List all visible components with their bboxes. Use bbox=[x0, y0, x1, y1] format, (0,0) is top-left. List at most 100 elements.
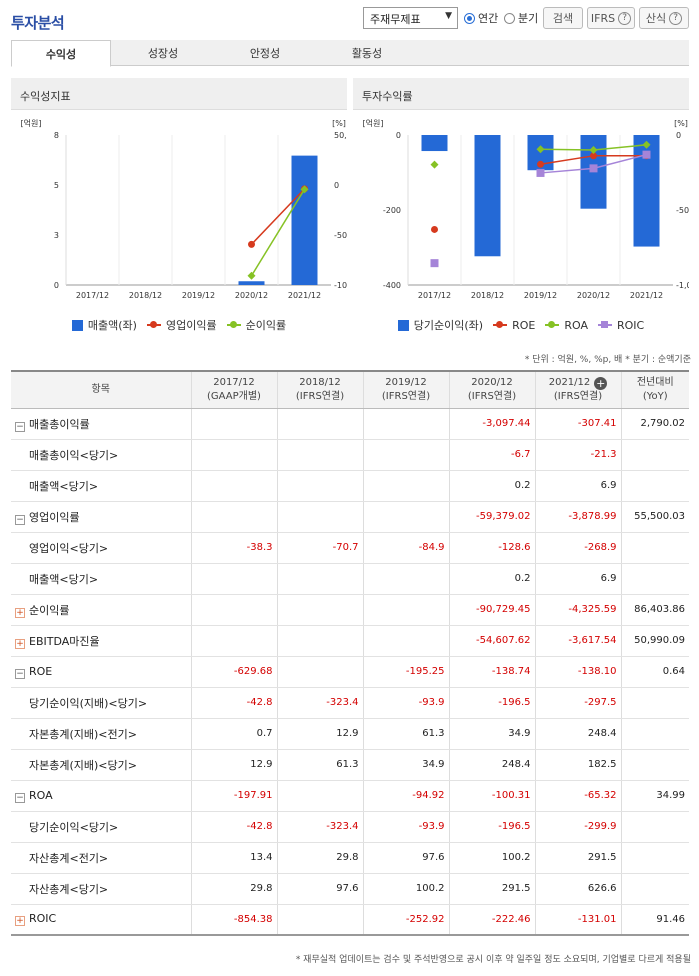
x-tick-label: 2018/12 bbox=[471, 291, 504, 300]
bar-2018-12[interactable] bbox=[474, 135, 501, 257]
row-label: ROIC bbox=[29, 912, 57, 926]
row-label-cell[interactable]: − 매출총이익률 bbox=[11, 408, 191, 440]
analysis-tabs: 수익성 성장성 안정성 활동성 bbox=[11, 40, 689, 67]
statement-select[interactable]: 주재무제표 ▼ bbox=[363, 7, 458, 29]
expand-icon[interactable]: + bbox=[15, 607, 25, 618]
row-label-cell: 자본총계(지배)<당기> bbox=[11, 749, 191, 781]
legend-roe[interactable]: ROE bbox=[493, 319, 535, 332]
collapse-icon[interactable]: − bbox=[15, 668, 25, 679]
table-cell: -38.3 bbox=[190, 532, 277, 564]
row-label-cell[interactable]: − ROE bbox=[11, 656, 191, 688]
table-cell: -268.9 bbox=[534, 532, 621, 564]
collapse-icon[interactable]: − bbox=[15, 514, 25, 525]
point-2021-12[interactable] bbox=[300, 185, 309, 194]
collapse-icon[interactable]: − bbox=[15, 421, 25, 432]
return-chart-panel: 투자수익률 [억원] [%] 0 -200 -400 0 -500 -1,000 2017/12… bbox=[353, 78, 689, 340]
legend-net-income[interactable]: 당기순이익(좌) bbox=[397, 317, 484, 333]
bar-2017-12[interactable] bbox=[421, 135, 448, 152]
table-row: 매출총이익<당기> -6.7 -21.3 bbox=[11, 439, 689, 471]
table-cell: 0.2 bbox=[448, 470, 535, 502]
column-header: 전년대비 (YoY) bbox=[620, 370, 689, 409]
profitability-chart-panel: 수익성지표 [억원] [%] 8 5 3 0 50,0 0 -50, -100 2017/12 201… bbox=[11, 78, 347, 340]
row-label-cell[interactable]: − 영업이익률 bbox=[11, 501, 191, 533]
table-row: + ROIC -854.38 -252.92 -222.46 -131.01 91.46 bbox=[11, 904, 689, 936]
table-header-row: 항목 2017/12 (GAAP개별) 2018/12 (IFRS연결) 2019/12 (… bbox=[11, 370, 689, 409]
ifrs-label: IFRS bbox=[590, 11, 616, 25]
tab-activity[interactable]: 활동성 bbox=[351, 47, 383, 60]
bar-2021-12[interactable] bbox=[291, 155, 318, 285]
legend-roic[interactable]: ROIC bbox=[597, 319, 644, 332]
formula-help-button[interactable]: 산식 ? bbox=[639, 7, 689, 29]
table-row: 영업이익<당기> -38.3 -70.7 -84.9 -128.6 -268.9 bbox=[11, 532, 689, 564]
tab-stability[interactable]: 안정성 bbox=[249, 47, 281, 60]
table-cell: 291.5 bbox=[448, 873, 535, 905]
left-axis-unit: [억원] bbox=[363, 118, 384, 128]
table-cell: -42.8 bbox=[190, 811, 277, 843]
table-cell: 86,403.86 bbox=[620, 594, 689, 626]
row-label-cell[interactable]: − ROA bbox=[11, 780, 191, 812]
row-label-cell[interactable]: + EBITDA마진율 bbox=[11, 625, 191, 657]
series-line-segment bbox=[250, 188, 306, 245]
table-cell bbox=[620, 532, 689, 564]
add-column-icon[interactable]: + bbox=[594, 376, 608, 390]
point-2019-12[interactable] bbox=[536, 145, 545, 154]
table-row: − 매출총이익률 -3,097.44 -307.41 2,790.02 bbox=[11, 408, 689, 440]
point-2019-12[interactable] bbox=[536, 168, 545, 177]
table-cell: -323.4 bbox=[276, 811, 363, 843]
row-label-cell: 당기순이익<당기> bbox=[11, 811, 191, 843]
point-2020-12[interactable] bbox=[247, 271, 256, 280]
point-2020-12[interactable] bbox=[589, 146, 598, 155]
column-header-sublabel: (GAAP개별) bbox=[207, 390, 261, 402]
point-2021-12[interactable] bbox=[642, 140, 651, 149]
column-header: 항목 bbox=[11, 370, 191, 409]
point-2019-12[interactable] bbox=[537, 160, 544, 168]
question-icon: ? bbox=[669, 11, 683, 25]
legend-line-swatch bbox=[493, 321, 508, 328]
search-button[interactable]: 검색 bbox=[543, 7, 583, 29]
x-tick-label: 2021/12 bbox=[630, 291, 663, 300]
column-header: 2020/12 (IFRS연결) bbox=[448, 370, 535, 409]
row-label-cell[interactable]: + 순이익률 bbox=[11, 594, 191, 626]
point-2017-12[interactable] bbox=[430, 160, 439, 169]
legend-label: 당기순이익(좌) bbox=[413, 319, 484, 332]
legend-roa[interactable]: ROA bbox=[545, 319, 588, 332]
point-2021-12[interactable] bbox=[642, 150, 651, 159]
series-line-segment bbox=[250, 188, 306, 277]
point-2020-12[interactable] bbox=[589, 164, 598, 173]
point-2017-12[interactable] bbox=[431, 225, 438, 233]
table-cell bbox=[362, 408, 449, 440]
table-cell: -93.9 bbox=[362, 687, 449, 719]
table-cell: 626.6 bbox=[534, 873, 621, 905]
expand-icon[interactable]: + bbox=[15, 916, 25, 927]
point-2020-12[interactable] bbox=[590, 152, 597, 160]
column-header-label: 2019/12 bbox=[385, 376, 427, 388]
x-tick-label: 2020/12 bbox=[235, 291, 268, 300]
x-tick-label: 2020/12 bbox=[577, 291, 610, 300]
collapse-icon[interactable]: − bbox=[15, 792, 25, 803]
return-legend: 당기순이익(좌) ROE ROA ROIC bbox=[353, 317, 689, 333]
ifrs-help-button[interactable]: IFRS ? bbox=[587, 7, 635, 29]
table-cell: 248.4 bbox=[534, 718, 621, 750]
table-cell bbox=[276, 594, 363, 626]
tab-growth[interactable]: 성장성 bbox=[147, 47, 179, 60]
legend-net-margin[interactable]: 순이익률 bbox=[226, 317, 286, 333]
legend-label: 영업이익률 bbox=[165, 319, 217, 332]
radio-quarter[interactable]: 분기 bbox=[504, 9, 538, 27]
table-cell bbox=[362, 501, 449, 533]
expand-icon[interactable]: + bbox=[15, 638, 25, 649]
point-2020-12[interactable] bbox=[248, 240, 255, 248]
table-cell bbox=[276, 625, 363, 657]
tab-profitability[interactable]: 수익성 bbox=[11, 40, 111, 67]
radio-annual-label: 연간 bbox=[478, 12, 499, 25]
table-cell bbox=[276, 470, 363, 502]
table-cell: -4,325.59 bbox=[534, 594, 621, 626]
row-label-cell[interactable]: + ROIC bbox=[11, 904, 191, 936]
radio-annual[interactable]: 연간 bbox=[464, 9, 498, 27]
legend-op-margin[interactable]: 영업이익률 bbox=[146, 317, 217, 333]
point-2017-12[interactable] bbox=[430, 259, 439, 268]
table-cell: 13.4 bbox=[190, 842, 277, 874]
legend-revenue[interactable]: 매출액(좌) bbox=[71, 317, 137, 333]
series-line-segment bbox=[540, 167, 594, 174]
table-cell: -6.7 bbox=[448, 439, 535, 471]
bar-2020-12[interactable] bbox=[238, 281, 265, 285]
